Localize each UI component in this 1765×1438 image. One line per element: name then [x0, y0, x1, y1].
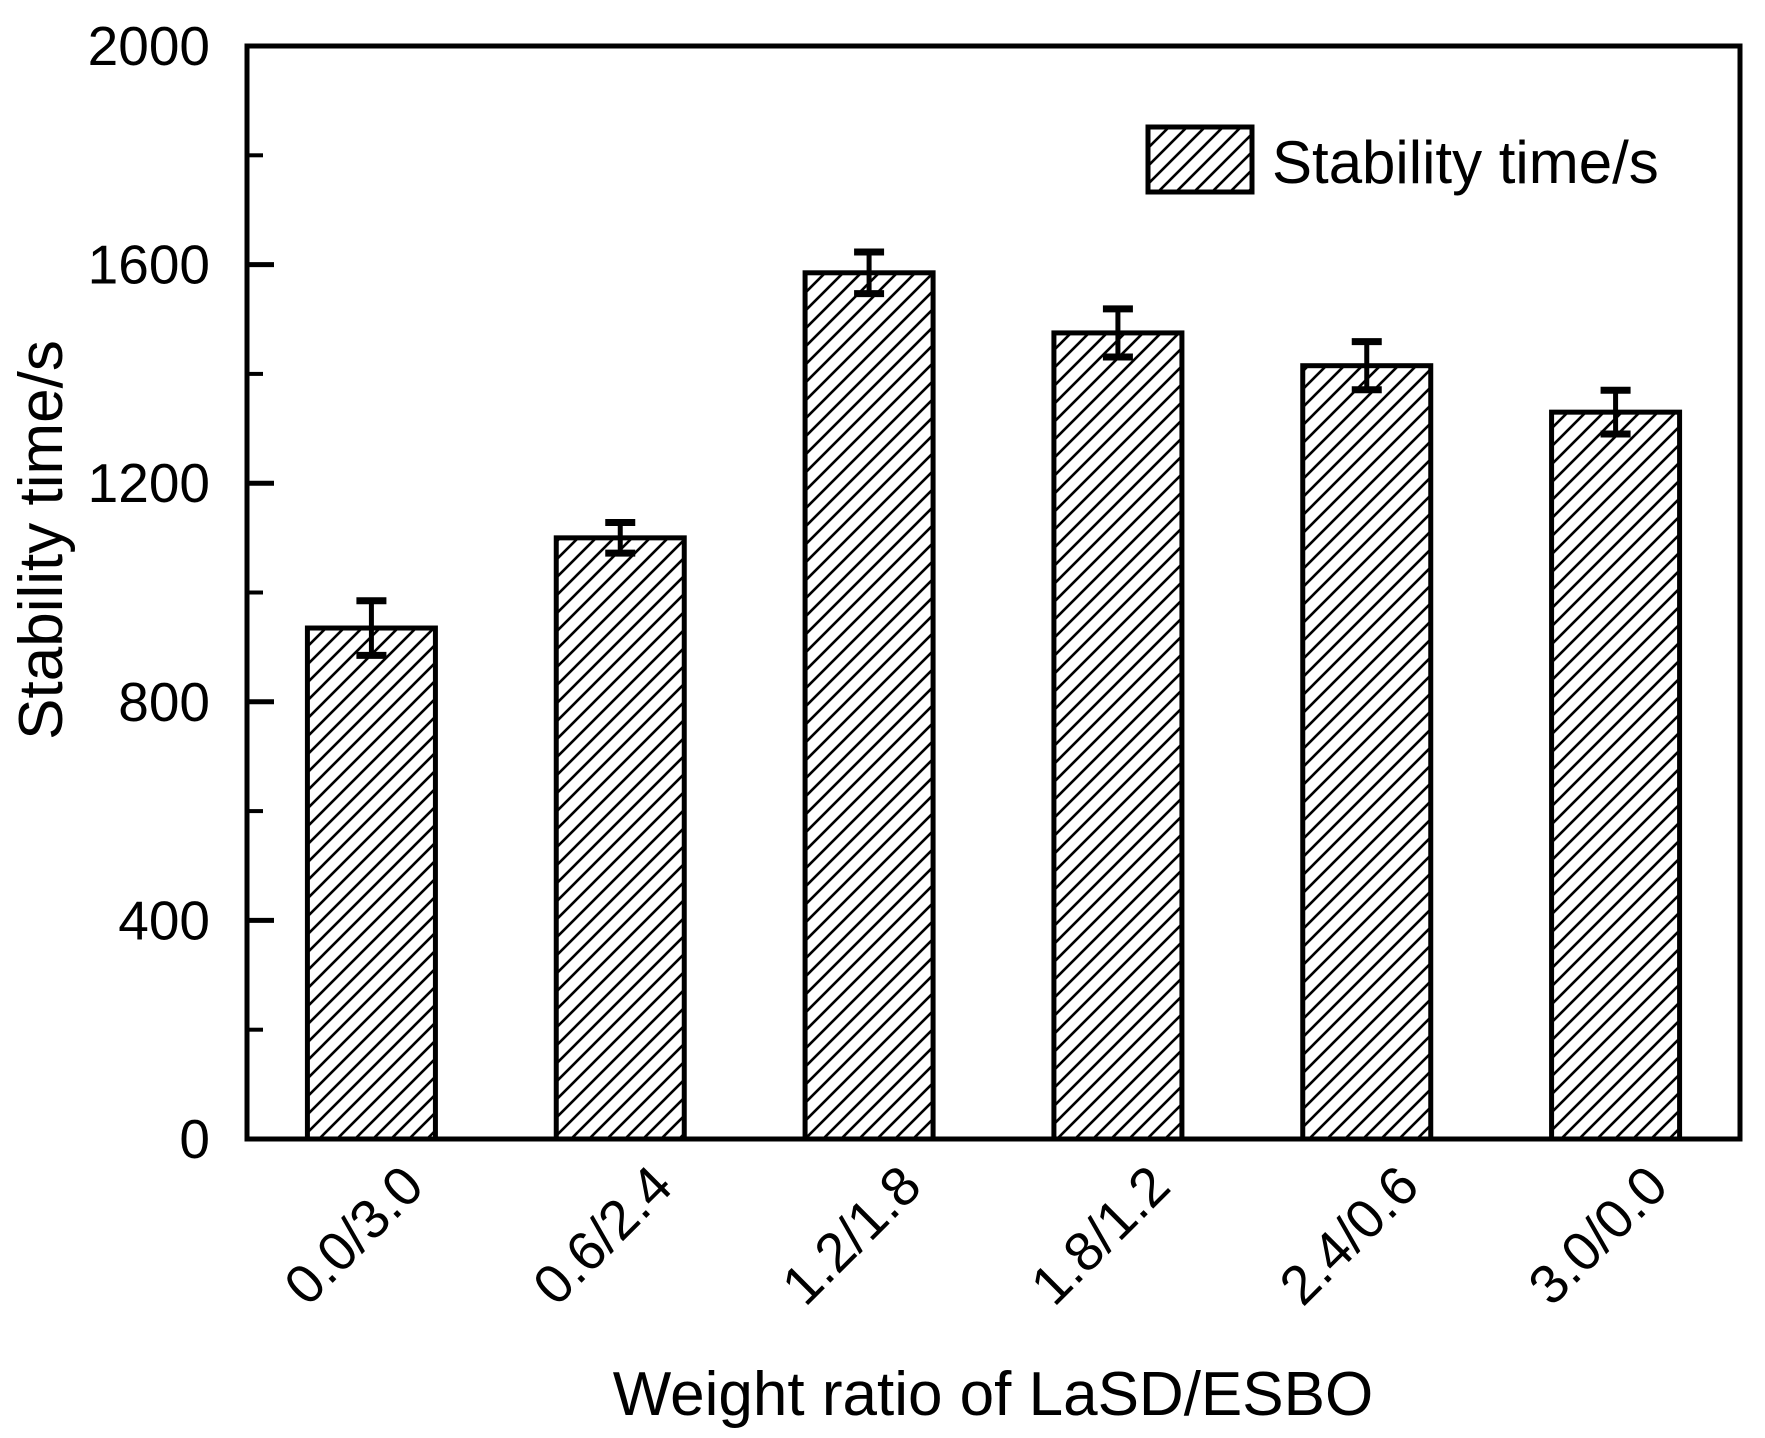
bar — [1300, 363, 1434, 1142]
y-tick-label: 1200 — [88, 452, 210, 514]
y-tick-label: 0 — [179, 1108, 210, 1170]
y-axis-title: Stability time/s — [7, 340, 76, 740]
legend-swatch-hatch-icon — [1145, 124, 1255, 195]
y-tick-label: 2000 — [88, 15, 210, 77]
legend: Stability time/s — [1145, 124, 1659, 196]
y-tick-label: 1600 — [88, 234, 210, 296]
y-tick-label: 800 — [118, 671, 210, 733]
bar — [1549, 409, 1683, 1142]
plot-frame — [244, 43, 1743, 1142]
bar — [553, 535, 687, 1142]
bar — [802, 270, 936, 1142]
y-tick-label: 400 — [118, 889, 210, 951]
bar — [1051, 330, 1185, 1142]
bar — [304, 625, 438, 1142]
legend-label: Stability time/s — [1272, 129, 1659, 196]
x-axis-title: Weight ratio of LaSD/ESBO — [613, 1360, 1373, 1429]
